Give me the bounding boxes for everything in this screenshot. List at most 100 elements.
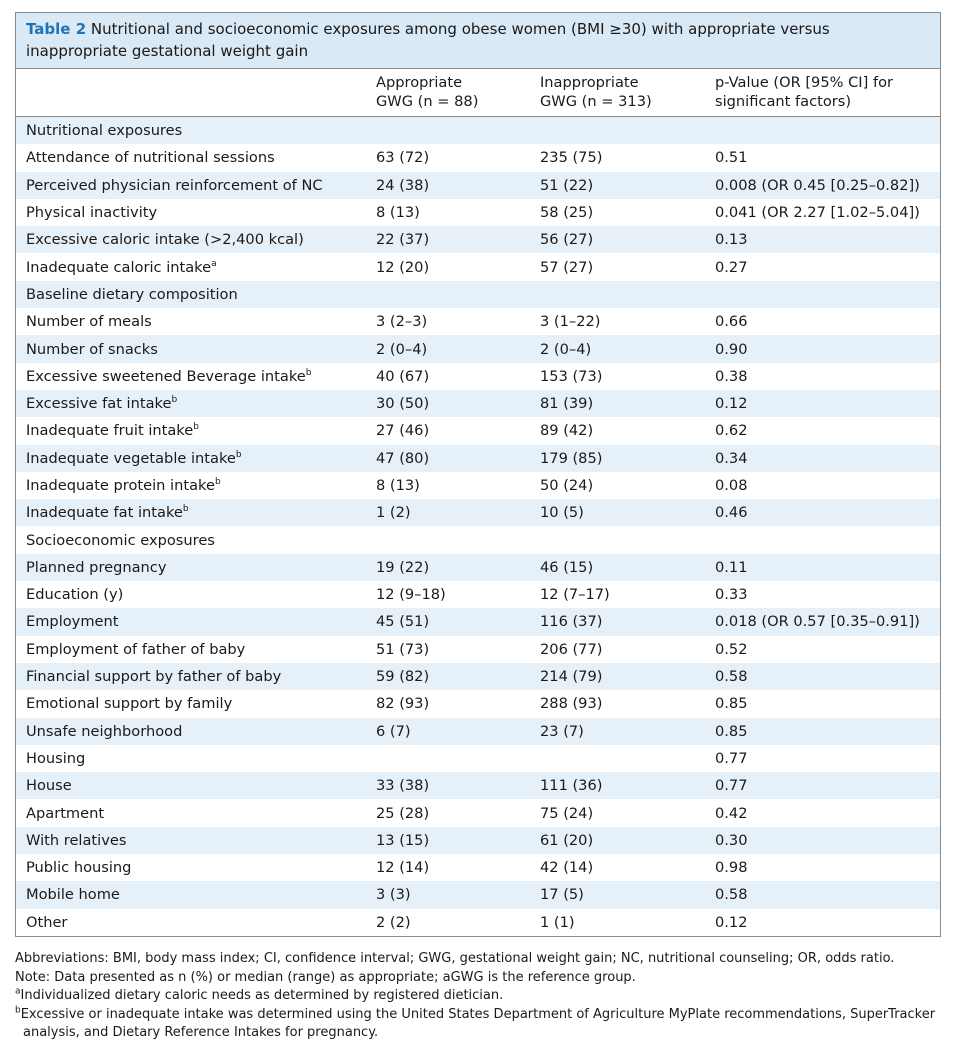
p-value: 0.27	[715, 258, 748, 276]
table-row: Perceived physician reinforcement of NC 2…	[16, 171, 940, 199]
p-value: 0.041 (OR 2.27 [1.02–5.04])	[715, 204, 920, 222]
p-value: 0.30	[715, 831, 748, 849]
row-label: Inadequate fruit intake	[26, 422, 194, 440]
inappropriate-value: 75 (24)	[540, 804, 594, 822]
appropriate-value: 6 (7)	[376, 722, 411, 740]
row-label: Excessive sweetened Beverage intake	[26, 367, 306, 385]
p-value: 0.52	[715, 640, 748, 658]
inappropriate-value: 56 (27)	[540, 231, 594, 249]
inappropriate-value: 288 (93)	[540, 695, 603, 713]
table-row: Emotional support by family 82 (93) 288 (9…	[16, 690, 940, 718]
row-label-cell: Inadequate vegetable intakeb	[16, 445, 376, 472]
appropriate-value: 24 (38)	[376, 176, 430, 194]
row-label-cell: Socioeconomic exposures	[16, 526, 376, 553]
header-appropriate-line1: Appropriate	[376, 74, 463, 91]
row-label: Socioeconomic exposures	[26, 531, 215, 549]
inappropriate-value	[540, 117, 715, 145]
row-label: Attendance of nutritional sessions	[26, 149, 275, 167]
table-row: Inadequate caloric intakea 12 (20) 57 (27)…	[16, 253, 940, 281]
row-label-cell: Housing	[16, 745, 376, 772]
footnote-marker: b	[235, 449, 242, 460]
row-label: Employment of father of baby	[26, 640, 246, 658]
row-label-cell: Excessive caloric intake (>2,400 kcal)	[16, 226, 376, 253]
data-table: Appropriate GWG (n = 88) Inappropriate G…	[16, 69, 940, 936]
row-label-cell: House	[16, 772, 376, 799]
row-label: Planned pregnancy	[26, 558, 167, 576]
table-header: Appropriate GWG (n = 88) Inappropriate G…	[16, 69, 940, 117]
inappropriate-value: 12 (7–17)	[540, 586, 610, 604]
inappropriate-value: 58 (25)	[540, 204, 594, 222]
appropriate-value: 2 (0–4)	[376, 340, 428, 358]
row-label: House	[26, 777, 72, 795]
p-value: 0.13	[715, 231, 748, 249]
table-row: Inadequate fruit intakeb 27 (46) 89 (42) 0.…	[16, 417, 940, 445]
row-label: Employment	[26, 613, 119, 631]
row-label: Financial support by father of baby	[26, 668, 282, 686]
header-empty	[16, 69, 376, 117]
row-label-cell: Physical inactivity	[16, 199, 376, 226]
footnote-marker: b	[171, 395, 178, 406]
inappropriate-value: 42 (14)	[540, 859, 594, 877]
inappropriate-value: 214 (79)	[540, 668, 603, 686]
p-value: 0.12	[715, 913, 748, 931]
appropriate-value: 27 (46)	[376, 422, 430, 440]
table-row: Nutritional exposures	[16, 116, 940, 145]
row-label: Physical inactivity	[26, 204, 158, 222]
table-footnotes: Abbreviations: BMI, body mass index; CI,…	[15, 950, 941, 1043]
footnote-marker: a	[211, 258, 217, 269]
row-label-cell: Inadequate fruit intakeb	[16, 417, 376, 444]
table-row: Public housing 12 (14) 42 (14) 0.98	[16, 854, 940, 882]
row-label-cell: Inadequate fat intakeb	[16, 499, 376, 526]
appropriate-value	[376, 745, 540, 772]
row-label: Excessive caloric intake (>2,400 kcal)	[26, 231, 304, 249]
p-value: 0.33	[715, 586, 748, 604]
inappropriate-value: 17 (5)	[540, 886, 584, 904]
row-label-cell: Employment	[16, 608, 376, 635]
table-body: Nutritional exposures Attendance of nutri…	[16, 116, 940, 936]
inappropriate-value	[540, 526, 715, 553]
appropriate-value: 59 (82)	[376, 668, 430, 686]
inappropriate-value: 81 (39)	[540, 395, 594, 413]
table-row: Mobile home 3 (3) 17 (5) 0.58	[16, 881, 940, 909]
footnote-marker: b	[182, 504, 189, 515]
footnote-a: aIndividualized dietary caloric needs as…	[15, 987, 941, 1006]
appropriate-value: 2 (2)	[376, 913, 411, 931]
table-container: Table 2 Nutritional and socioeconomic ex…	[15, 12, 941, 937]
row-label: With relatives	[26, 831, 127, 849]
p-value: 0.46	[715, 504, 748, 522]
p-value: 0.66	[715, 313, 748, 331]
appropriate-value: 25 (28)	[376, 804, 430, 822]
row-label: Perceived physician reinforcement of NC	[26, 176, 323, 194]
footnote-b-mark: b	[15, 1005, 21, 1016]
p-value: 0.77	[715, 777, 748, 795]
appropriate-value	[376, 281, 540, 308]
appropriate-value	[376, 526, 540, 553]
p-value: 0.98	[715, 859, 748, 877]
row-label: Mobile home	[26, 886, 120, 904]
table-caption: Table 2 Nutritional and socioeconomic ex…	[16, 13, 940, 69]
inappropriate-value: 116 (37)	[540, 613, 603, 631]
row-label-cell: Attendance of nutritional sessions	[16, 144, 376, 171]
footnote-b-text: Excessive or inadequate intake was deter…	[20, 1006, 936, 1022]
table-row: Socioeconomic exposures	[16, 526, 940, 554]
footnote-a-mark: a	[15, 986, 21, 997]
table-row: Financial support by father of baby 59 (8…	[16, 662, 940, 691]
appropriate-value: 45 (51)	[376, 613, 430, 631]
table-row: Apartment 25 (28) 75 (24) 0.42	[16, 799, 940, 827]
p-value: 0.12	[715, 395, 748, 413]
row-label: Emotional support by family	[26, 695, 233, 713]
table-row: House 33 (38) 111 (36) 0.77	[16, 772, 940, 800]
appropriate-value: 40 (67)	[376, 367, 430, 385]
p-value: 0.008 (OR 0.45 [0.25–0.82])	[715, 176, 920, 194]
appropriate-value: 22 (37)	[376, 231, 430, 249]
row-label: Education (y)	[26, 586, 124, 604]
header-pvalue-line2: significant factors)	[715, 93, 852, 110]
appropriate-value: 8 (13)	[376, 477, 420, 494]
table-row: Excessive caloric intake (>2,400 kcal) 22…	[16, 226, 940, 254]
row-label-cell: Planned pregnancy	[16, 554, 376, 581]
p-value: 0.018 (OR 0.57 [0.35–0.91])	[715, 613, 920, 631]
table-row: Employment of father of baby 51 (73) 206 (…	[16, 635, 940, 663]
table-row: Number of meals 3 (2–3) 3 (1–22) 0.66	[16, 308, 940, 336]
footnote-note: Note: Data presented as n (%) or median …	[15, 969, 636, 985]
inappropriate-value: 61 (20)	[540, 831, 594, 849]
